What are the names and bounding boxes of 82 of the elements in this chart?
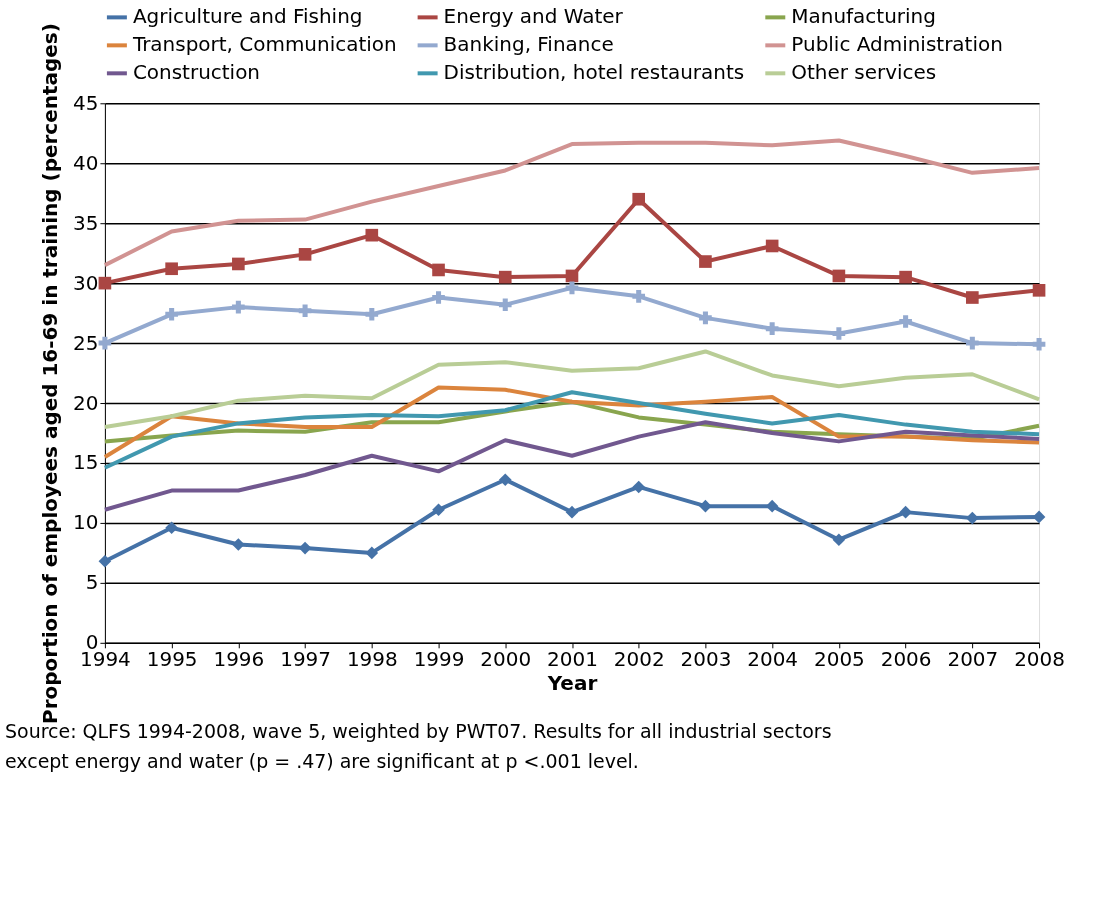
point [98, 336, 112, 350]
y-tick-label: 25 [72, 330, 99, 355]
point [699, 311, 712, 325]
point [699, 255, 712, 268]
legend-label: Banking, Finance [443, 32, 614, 57]
x-tick-label: 2003 [680, 647, 732, 672]
point [232, 300, 245, 314]
line-series [102, 349, 1042, 429]
point [498, 473, 512, 487]
x-tick-label: 1998 [346, 647, 398, 672]
point [699, 499, 712, 513]
x-tick-label: 2004 [747, 647, 799, 672]
point [432, 291, 445, 304]
point [432, 503, 445, 517]
point [632, 480, 646, 494]
y-tick-label: 35 [72, 210, 99, 235]
y-tick-label: 45 [72, 90, 99, 115]
legend-label: Manufacturing [791, 4, 936, 29]
x-axis-title: Year [546, 671, 598, 696]
line-series [102, 420, 1042, 512]
legend-label: Construction [132, 60, 261, 85]
point [899, 315, 912, 328]
point [498, 298, 512, 312]
point [498, 270, 512, 284]
line-series [102, 385, 1042, 459]
y-tick-label: 20 [72, 390, 99, 415]
y-tick-label: 15 [72, 450, 99, 475]
point [765, 322, 779, 336]
legend-label: Energy and Water [443, 4, 624, 29]
point [565, 269, 579, 283]
point [298, 304, 312, 318]
x-tick-label: 1995 [146, 647, 198, 672]
legend-label: Public Administration [791, 32, 1003, 57]
y-tick-label: 10 [72, 510, 99, 535]
point [966, 511, 979, 525]
line-series [102, 390, 1042, 470]
x-tick-label: 2006 [880, 647, 932, 672]
point [966, 291, 979, 304]
x-tick-label: 1997 [280, 647, 331, 672]
point [832, 533, 846, 547]
point [1032, 284, 1046, 297]
x-tick-label: 2005 [813, 647, 865, 672]
x-tick-label: 1999 [413, 647, 465, 672]
point [899, 270, 912, 284]
point [765, 239, 779, 253]
point [98, 554, 112, 568]
point [298, 248, 312, 261]
x-tick-label: 2002 [613, 647, 665, 672]
point [298, 541, 312, 555]
point [899, 505, 912, 519]
point [832, 269, 846, 283]
legend-label: Transport, Communication [131, 32, 397, 57]
point [365, 307, 379, 321]
point [632, 290, 646, 303]
point [1032, 510, 1046, 524]
point [365, 546, 379, 560]
legend-label: Agriculture and Fishing [132, 4, 363, 29]
y-tick-label: 30 [72, 270, 99, 295]
y-tick-label: 5 [85, 570, 99, 595]
point [765, 499, 779, 513]
legend-label: Distribution, hotel restaurants [443, 60, 745, 85]
point [98, 276, 112, 290]
legend-label: Other services [791, 60, 937, 85]
point [165, 262, 178, 276]
point [832, 327, 846, 340]
point [966, 336, 979, 350]
point [432, 263, 445, 277]
point [632, 192, 646, 206]
point [165, 307, 178, 321]
x-tick-label: 2008 [1014, 647, 1065, 672]
point [365, 228, 379, 242]
point [232, 257, 245, 271]
point [565, 281, 579, 295]
point [565, 505, 579, 519]
x-tick-label: 1996 [213, 647, 265, 672]
point [1032, 337, 1046, 351]
x-tick-label: 2000 [480, 647, 532, 672]
line-series [102, 138, 1042, 268]
x-tick-label: 2001 [547, 647, 598, 672]
x-tick-label: 2007 [947, 647, 999, 672]
y-tick-label: 40 [72, 150, 99, 175]
point [165, 521, 178, 535]
